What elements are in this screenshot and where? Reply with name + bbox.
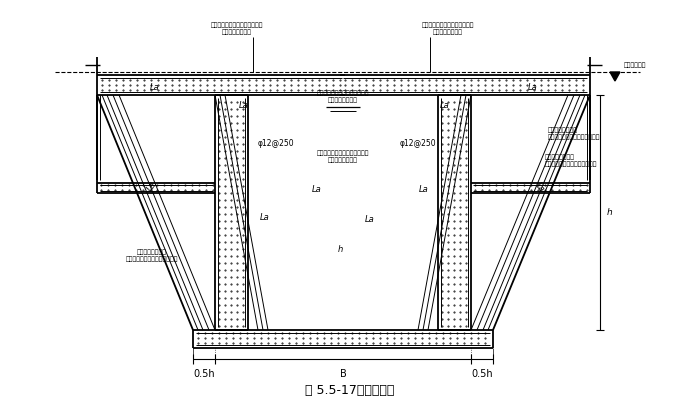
Text: B: B	[340, 369, 346, 379]
Text: La: La	[419, 185, 429, 194]
Text: La: La	[260, 213, 270, 222]
Text: 钢筋大小及放置层数详见平面图: 钢筋大小及放置层数详见平面图	[316, 150, 370, 156]
Polygon shape	[610, 72, 620, 81]
Text: 0.5h: 0.5h	[193, 369, 215, 379]
Text: 钢筋大小及放置层数详见平面图: 钢筋大小及放置层数详见平面图	[126, 256, 178, 262]
Text: La: La	[533, 180, 547, 194]
Text: 筏板底部纵向钢筋: 筏板底部纵向钢筋	[137, 249, 167, 255]
Text: La: La	[365, 215, 375, 224]
Text: h: h	[337, 245, 342, 254]
Text: 钢筋大小及放置层数详见平面图: 钢筋大小及放置层数详见平面图	[421, 22, 475, 28]
Text: 筏板底部纵向钢筋: 筏板底部纵向钢筋	[433, 29, 463, 35]
Text: 钢筋大小及放置层数详见平面图: 钢筋大小及放置层数详见平面图	[316, 90, 370, 96]
Text: 地下水位标高: 地下水位标高	[624, 62, 647, 68]
Text: 筏板栏板纵向钢筋: 筏板栏板纵向钢筋	[328, 97, 358, 103]
Text: La: La	[440, 100, 450, 109]
Text: 筏板底部纵向钢筋: 筏板底部纵向钢筋	[548, 127, 578, 133]
Text: La: La	[146, 180, 158, 194]
Text: La: La	[239, 100, 249, 109]
Text: 0.5h: 0.5h	[471, 369, 493, 379]
Text: La: La	[312, 185, 322, 194]
Text: 钢筋大小及放置层数详见平面图: 钢筋大小及放置层数详见平面图	[211, 22, 263, 28]
Text: h: h	[607, 208, 612, 217]
Text: φ12@250: φ12@250	[400, 139, 437, 147]
Text: 图 5.5-17：箏板基础: 图 5.5-17：箏板基础	[305, 384, 395, 397]
Text: 筏板底部纵向钢筋: 筏板底部纵向钢筋	[545, 154, 575, 160]
Text: La: La	[150, 83, 160, 92]
Text: 钢筋大小及放置层数详见平面图: 钢筋大小及放置层数详见平面图	[545, 161, 598, 167]
Text: 钢筋大小及放置层数详见平面图: 钢筋大小及放置层数详见平面图	[548, 134, 601, 140]
Text: 筏板底部纵向钢筋: 筏板底部纵向钢筋	[222, 29, 252, 35]
Text: φ12@250: φ12@250	[258, 139, 295, 147]
Text: 筏板底部纵向钢筋: 筏板底部纵向钢筋	[328, 157, 358, 163]
Text: La: La	[528, 83, 538, 92]
